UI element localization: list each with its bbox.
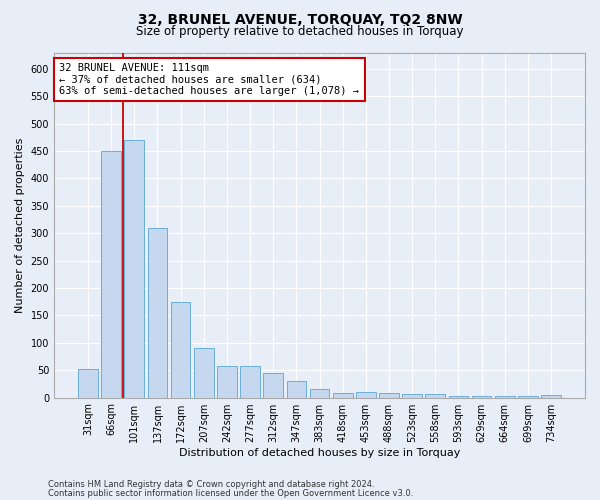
Bar [287, 380, 306, 398]
Bar [171, 302, 190, 398]
Bar [402, 394, 422, 398]
Bar [263, 374, 283, 398]
Bar [425, 394, 445, 398]
Bar [379, 393, 399, 398]
Y-axis label: Number of detached properties: Number of detached properties [15, 138, 25, 312]
Bar [148, 228, 167, 398]
Bar [356, 392, 376, 398]
Bar [124, 140, 144, 398]
Bar [240, 366, 260, 398]
Text: Contains public sector information licensed under the Open Government Licence v3: Contains public sector information licen… [48, 488, 413, 498]
Bar [310, 390, 329, 398]
Bar [541, 396, 561, 398]
Bar [333, 392, 353, 398]
Text: Size of property relative to detached houses in Torquay: Size of property relative to detached ho… [136, 25, 464, 38]
Bar [194, 348, 214, 398]
Bar [217, 366, 237, 398]
X-axis label: Distribution of detached houses by size in Torquay: Distribution of detached houses by size … [179, 448, 460, 458]
Text: 32, BRUNEL AVENUE, TORQUAY, TQ2 8NW: 32, BRUNEL AVENUE, TORQUAY, TQ2 8NW [137, 12, 463, 26]
Bar [495, 396, 515, 398]
Text: 32 BRUNEL AVENUE: 111sqm
← 37% of detached houses are smaller (634)
63% of semi-: 32 BRUNEL AVENUE: 111sqm ← 37% of detach… [59, 63, 359, 96]
Bar [78, 368, 98, 398]
Bar [472, 396, 491, 398]
Text: Contains HM Land Registry data © Crown copyright and database right 2024.: Contains HM Land Registry data © Crown c… [48, 480, 374, 489]
Bar [101, 151, 121, 398]
Bar [518, 396, 538, 398]
Bar [449, 396, 468, 398]
